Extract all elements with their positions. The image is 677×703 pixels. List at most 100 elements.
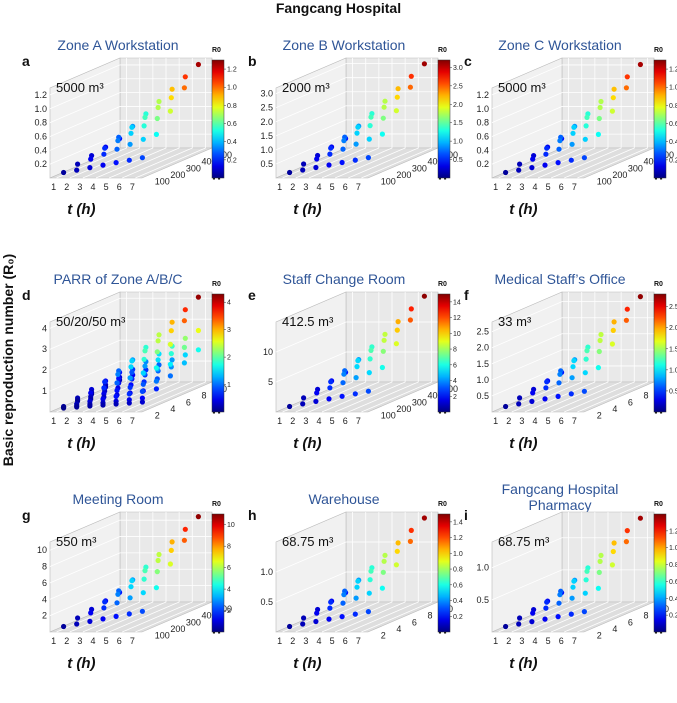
z-gridline [49, 360, 212, 392]
colorbar-tick-label: 4 [227, 300, 231, 307]
t-tick-label: 1 [493, 636, 498, 646]
z-tick-label: 10 [37, 545, 47, 555]
z-tick-label: 1.2 [476, 90, 489, 100]
t-tick-label: 2 [64, 636, 69, 646]
t-tick-label: 5 [546, 182, 551, 192]
data-point [339, 393, 345, 399]
data-point [100, 396, 106, 402]
t-tick-label: 2 [290, 636, 295, 646]
data-point [555, 614, 561, 620]
n-tick-label: 8 [643, 391, 648, 401]
data-point [581, 155, 587, 161]
data-point [113, 401, 119, 407]
data-point [352, 391, 358, 397]
data-point [355, 124, 361, 130]
t-gridline [82, 292, 154, 413]
colorbar-tick-label: 1.0 [227, 85, 237, 92]
colorbar-tick-label: 1.0 [669, 545, 677, 552]
colorbar-tick-label: 0.2 [453, 614, 463, 621]
data-point [597, 558, 603, 564]
z-tick-label: 0.5 [260, 597, 273, 607]
volume-label: 68.75 m³ [498, 534, 550, 549]
t-tick-label: 3 [519, 182, 524, 192]
data-point [301, 161, 307, 167]
data-point [140, 590, 146, 596]
data-point [381, 337, 387, 343]
n-tick-label: 400 [427, 391, 442, 401]
z-gridline [491, 119, 654, 151]
n-tick-label: 500 [659, 150, 674, 160]
z-tick-label: 1.0 [476, 104, 489, 114]
colorbar-tick-label: 4 [227, 587, 231, 594]
t-gridline [550, 58, 622, 179]
colorbar-tick-label: 4 [453, 378, 457, 385]
n-tick-label: 300 [186, 617, 201, 627]
panel-title: Medical Staff’s Office [495, 271, 626, 287]
data-point [557, 371, 563, 377]
data-point [582, 370, 588, 376]
data-point [544, 145, 550, 151]
colorbar-tick-label: 6 [227, 565, 231, 572]
z-tick-label: 1.0 [260, 145, 273, 155]
data-point [74, 404, 80, 410]
t-tick-label: 6 [117, 182, 122, 192]
data-point [365, 155, 371, 161]
data-point [61, 623, 67, 630]
t-tick-label: 4 [532, 636, 537, 646]
data-point [75, 161, 81, 167]
data-point [115, 591, 121, 597]
data-point [610, 95, 616, 101]
t-gridline [56, 58, 127, 179]
data-point [609, 108, 615, 114]
z-tick-label: 0.6 [34, 131, 47, 141]
t-tick-label: 4 [90, 416, 95, 426]
data-point [568, 157, 574, 163]
data-point [582, 590, 588, 596]
z-tick-label: 6 [42, 578, 47, 588]
data-point [569, 595, 575, 601]
t-gridline [537, 292, 609, 413]
t-tick-label: 7 [130, 182, 135, 192]
colorbar-tick-label: 10 [453, 331, 461, 338]
data-point [115, 138, 121, 144]
data-point [328, 145, 334, 151]
t-tick-label: 6 [559, 416, 564, 426]
colorbar [653, 513, 667, 633]
data-point [382, 552, 388, 558]
data-point [354, 130, 360, 136]
data-point [596, 348, 602, 355]
z-gridline [49, 64, 212, 96]
data-point [581, 388, 587, 394]
data-point [87, 403, 93, 409]
z-tick-label: 0.5 [260, 159, 273, 169]
data-point [100, 616, 106, 622]
t-gridline [321, 292, 393, 413]
t-tick-label: 2 [290, 182, 295, 192]
data-point [542, 616, 548, 622]
data-point [584, 114, 590, 120]
data-point [154, 349, 160, 355]
data-point [195, 294, 201, 300]
z-gridline [491, 78, 654, 110]
data-point [368, 568, 374, 574]
data-point [195, 61, 201, 68]
t-gridline [334, 292, 406, 413]
data-point [530, 610, 536, 616]
data-point [74, 167, 80, 173]
data-point [597, 104, 603, 111]
data-point [379, 364, 385, 371]
data-point [195, 327, 201, 334]
data-point [611, 319, 617, 325]
z-gridline [49, 536, 212, 567]
n-tick-label: 8 [427, 611, 432, 621]
t-gridline [321, 58, 393, 179]
t-gridline [122, 292, 193, 413]
data-point [314, 610, 320, 616]
z-gridline [49, 519, 212, 551]
data-point [114, 146, 120, 152]
data-point [597, 337, 603, 344]
t-gridline [135, 512, 206, 633]
